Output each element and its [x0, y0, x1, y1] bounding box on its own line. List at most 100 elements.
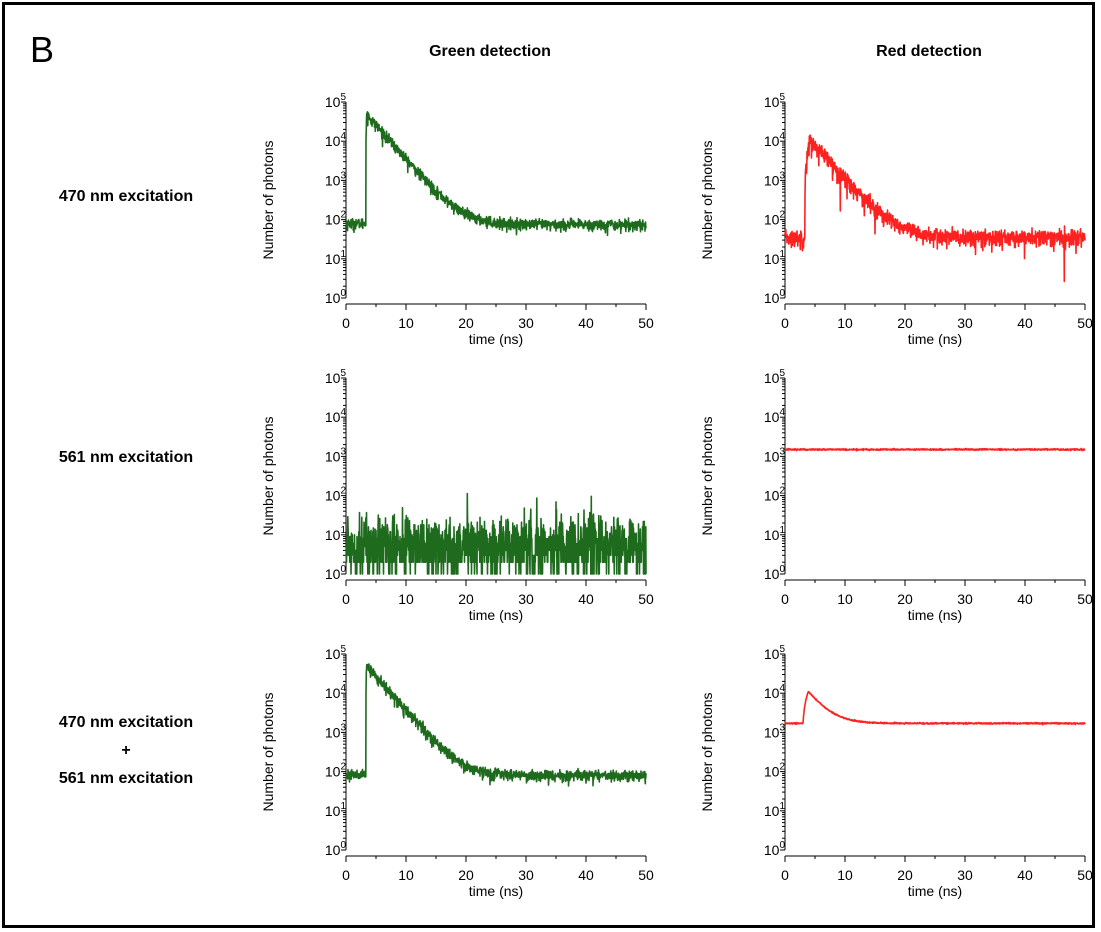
row-header-1-0: 561 nm excitation [59, 449, 193, 466]
series-line [784, 447, 1086, 452]
x-axis-label: time (ns) [469, 607, 523, 623]
y-tick-label: 100 [325, 840, 347, 858]
chart-green-561: 100 101 102 103 104 105 0 10 20 30 40 50 time (ns) Nu… [260, 368, 654, 623]
y-tick-label: 104 [764, 131, 786, 149]
x-tick-label: 0 [781, 315, 789, 331]
panel-letter: B [30, 29, 54, 70]
x-tick-label: 30 [518, 867, 534, 883]
chart-red-470-561: 100 101 102 103 104 105 0 10 20 30 40 50 time (ns) Nu… [699, 644, 1092, 899]
x-tick-label: 0 [781, 867, 789, 883]
y-axis-label: Number of photons [699, 416, 715, 535]
y-tick-label: 103 [764, 170, 786, 188]
y-tick-label: 103 [325, 446, 347, 464]
y-tick-label: 105 [325, 368, 347, 386]
x-tick-label: 20 [458, 591, 474, 607]
y-tick-label: 100 [325, 288, 347, 306]
y-tick-label: 102 [764, 210, 786, 228]
y-tick-label: 101 [764, 249, 786, 267]
y-axis-label: Number of photons [699, 140, 715, 259]
y-tick-label: 104 [764, 683, 786, 701]
y-tick-label: 104 [325, 683, 347, 701]
y-tick-label: 100 [764, 840, 786, 858]
column-header-1: Red detection [876, 43, 982, 60]
series-line [784, 690, 1086, 726]
x-tick-label: 0 [342, 867, 350, 883]
y-tick-label: 104 [764, 407, 786, 425]
x-tick-label: 40 [1017, 867, 1033, 883]
x-tick-label: 50 [638, 315, 654, 331]
x-tick-label: 30 [957, 315, 973, 331]
x-tick-label: 50 [1077, 591, 1092, 607]
x-tick-label: 40 [1017, 315, 1033, 331]
x-axis-label: time (ns) [908, 883, 962, 899]
y-tick-label: 103 [325, 722, 347, 740]
x-axis-label: time (ns) [469, 883, 523, 899]
series-line [345, 111, 647, 237]
y-tick-label: 103 [764, 446, 786, 464]
x-tick-label: 10 [837, 867, 853, 883]
x-axis-label: time (ns) [908, 607, 962, 623]
y-axis-label: Number of photons [260, 416, 276, 535]
y-tick-label: 100 [764, 564, 786, 582]
x-tick-label: 30 [957, 591, 973, 607]
x-tick-label: 50 [638, 867, 654, 883]
x-tick-label: 40 [578, 591, 594, 607]
y-tick-label: 102 [325, 762, 347, 780]
x-tick-label: 40 [1017, 591, 1033, 607]
series-line [784, 134, 1086, 283]
x-tick-label: 20 [897, 591, 913, 607]
y-tick-label: 105 [325, 644, 347, 662]
y-tick-label: 102 [325, 210, 347, 228]
chart-red-561: 100 101 102 103 104 105 0 10 20 30 40 50 time (ns) Nu… [699, 368, 1092, 623]
series-line [345, 492, 647, 575]
y-tick-label: 102 [764, 486, 786, 504]
x-tick-label: 40 [578, 315, 594, 331]
series-line [345, 663, 647, 787]
row-header-2-2: 561 nm excitation [59, 770, 193, 787]
x-tick-label: 0 [781, 591, 789, 607]
y-tick-label: 103 [764, 722, 786, 740]
x-tick-label: 10 [398, 591, 414, 607]
y-tick-label: 104 [325, 407, 347, 425]
y-tick-label: 101 [325, 249, 347, 267]
x-tick-label: 30 [518, 315, 534, 331]
x-tick-label: 20 [458, 315, 474, 331]
chart-green-470: 100 101 102 103 104 105 0 10 20 30 40 50 time (ns) Nu… [260, 92, 654, 347]
y-tick-label: 101 [764, 801, 786, 819]
figure-canvas: B Green detection Red detection 470 nm exci… [30, 29, 1092, 899]
x-tick-label: 0 [342, 315, 350, 331]
x-tick-label: 20 [897, 867, 913, 883]
row-header-2-0: 470 nm excitation [59, 714, 193, 731]
y-tick-label: 105 [764, 92, 786, 110]
x-tick-label: 30 [957, 867, 973, 883]
chart-green-470-561: 100 101 102 103 104 105 0 10 20 30 40 50 time (ns) Nu… [260, 644, 654, 899]
x-axis-label: time (ns) [908, 331, 962, 347]
y-tick-label: 102 [325, 486, 347, 504]
row-header-0-0: 470 nm excitation [59, 188, 193, 205]
y-tick-label: 105 [764, 368, 786, 386]
x-tick-label: 40 [578, 867, 594, 883]
x-tick-label: 0 [342, 591, 350, 607]
y-tick-label: 103 [325, 170, 347, 188]
x-tick-label: 50 [638, 591, 654, 607]
y-tick-label: 101 [764, 525, 786, 543]
x-tick-label: 30 [518, 591, 534, 607]
y-axis-label: Number of photons [260, 140, 276, 259]
x-tick-label: 10 [837, 591, 853, 607]
x-tick-label: 20 [458, 867, 474, 883]
x-tick-label: 20 [897, 315, 913, 331]
x-tick-label: 10 [398, 315, 414, 331]
column-header-0: Green detection [429, 43, 551, 60]
row-header-2-1: + [121, 742, 130, 759]
x-tick-label: 50 [1077, 315, 1092, 331]
y-axis-label: Number of photons [699, 692, 715, 811]
chart-red-470: 100 101 102 103 104 105 0 10 20 30 40 50 time (ns) Nu… [699, 92, 1092, 347]
y-tick-label: 104 [325, 131, 347, 149]
y-tick-label: 101 [325, 525, 347, 543]
y-tick-label: 100 [325, 564, 347, 582]
y-tick-label: 102 [764, 762, 786, 780]
y-tick-label: 101 [325, 801, 347, 819]
y-tick-label: 105 [764, 644, 786, 662]
y-tick-label: 105 [325, 92, 347, 110]
